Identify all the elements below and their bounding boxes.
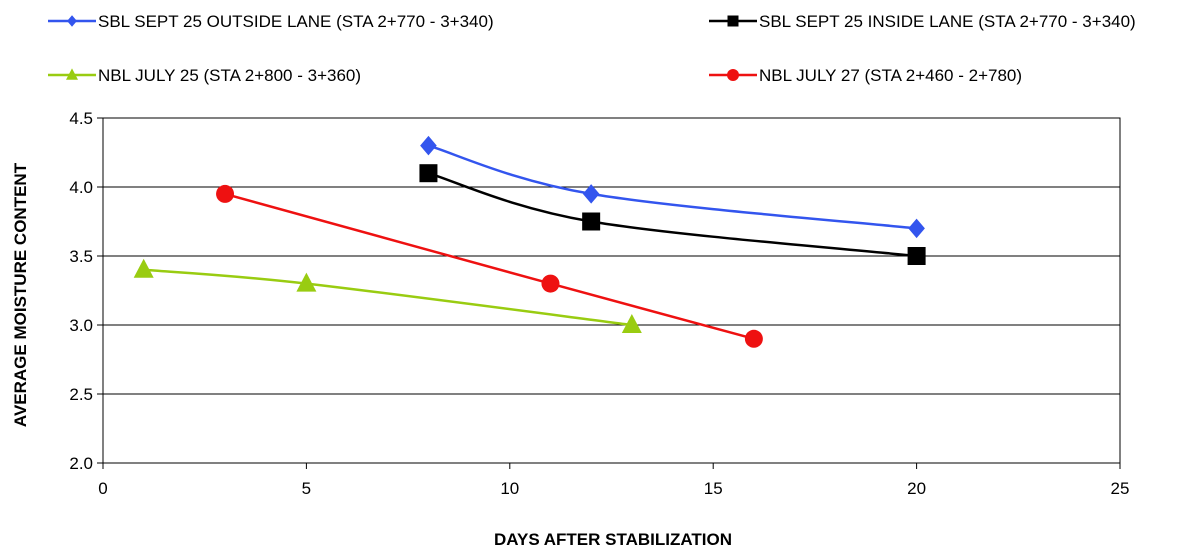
x-tick-label: 20 <box>907 479 926 498</box>
series-line <box>143 268 632 327</box>
series-2 <box>419 164 926 265</box>
legend-label: NBL JULY 27 (STA 2+460 - 2+780) <box>759 66 1022 85</box>
data-point <box>296 272 317 292</box>
legend: SBL SEPT 25 OUTSIDE LANE (STA 2+770 - 3+… <box>48 12 1136 85</box>
data-point <box>420 135 437 156</box>
x-tick-label: 0 <box>98 479 107 498</box>
y-tick-label: 4.0 <box>69 178 93 197</box>
series-4 <box>216 184 763 348</box>
legend-marker <box>67 15 77 27</box>
y-tick-label: 3.0 <box>69 316 93 335</box>
x-tick-label: 5 <box>302 479 311 498</box>
legend-item-1: SBL SEPT 25 OUTSIDE LANE (STA 2+770 - 3+… <box>48 12 494 31</box>
data-point <box>582 212 601 231</box>
data-point <box>541 274 560 293</box>
y-tick-label: 2.5 <box>69 385 93 404</box>
data-point <box>907 247 926 265</box>
x-axis-title: DAYS AFTER STABILIZATION <box>494 530 732 549</box>
x-axis: 0 5 10 15 20 25 <box>98 463 1129 498</box>
y-axis: 2.0 2.5 3.0 3.5 4.0 4.5 <box>69 109 103 473</box>
legend-marker <box>727 15 739 27</box>
y-axis-title: AVERAGE MOISTURE CONTENT <box>11 162 30 427</box>
plot-frame <box>102 117 1121 464</box>
gridlines <box>103 186 1120 395</box>
legend-marker <box>727 69 739 81</box>
series-1 <box>420 135 925 239</box>
y-tick-label: 2.0 <box>69 454 93 473</box>
data-point <box>216 184 235 203</box>
y-tick-label: 4.5 <box>69 109 93 128</box>
legend-item-4: NBL JULY 27 (STA 2+460 - 2+780) <box>709 66 1022 85</box>
data-point <box>744 329 763 348</box>
legend-item-3: NBL JULY 25 (STA 2+800 - 3+360) <box>48 66 361 85</box>
series-line <box>428 144 917 230</box>
series-layer <box>133 135 926 348</box>
legend-label: SBL SEPT 25 INSIDE LANE (STA 2+770 - 3+3… <box>759 12 1136 31</box>
plot-area: 2.0 2.5 3.0 3.5 4.0 4.5 0 5 10 15 20 25 <box>69 109 1129 498</box>
data-point <box>419 164 438 183</box>
series-line <box>428 172 917 258</box>
series-line <box>224 192 755 341</box>
data-point <box>582 184 600 204</box>
data-point <box>133 258 154 278</box>
legend-item-2: SBL SEPT 25 INSIDE LANE (STA 2+770 - 3+3… <box>709 12 1136 31</box>
data-point <box>908 218 925 239</box>
x-tick-label: 10 <box>500 479 519 498</box>
x-tick-label: 25 <box>1111 479 1130 498</box>
legend-label: NBL JULY 25 (STA 2+800 - 3+360) <box>98 66 361 85</box>
y-tick-label: 3.5 <box>69 247 93 266</box>
series-3 <box>133 258 642 333</box>
legend-marker <box>66 68 78 80</box>
legend-label: SBL SEPT 25 OUTSIDE LANE (STA 2+770 - 3+… <box>98 12 494 31</box>
data-point <box>621 314 642 333</box>
x-tick-label: 15 <box>704 479 723 498</box>
